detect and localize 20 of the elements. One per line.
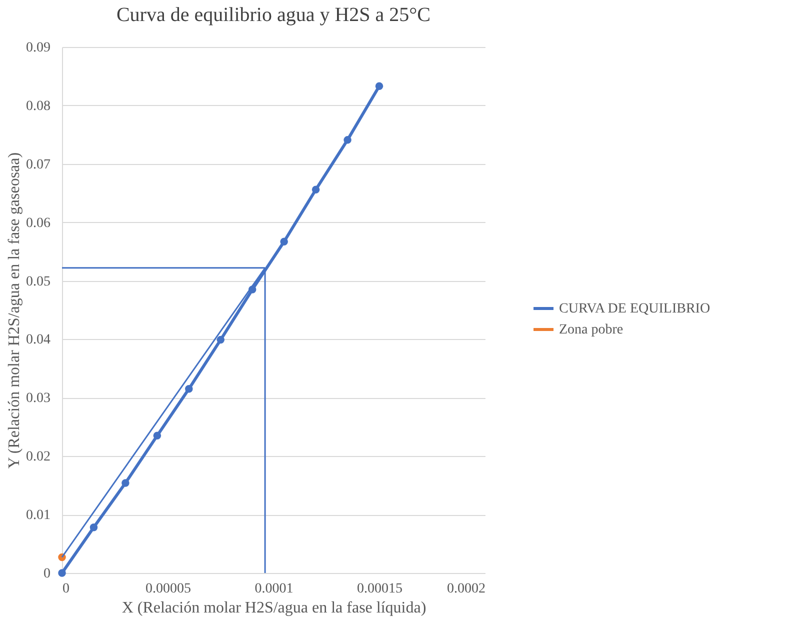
x-tick-label: 0.00015 xyxy=(357,582,402,596)
x-axis-title: X (Relación molar H2S/agua en la fase líquida) xyxy=(122,600,426,616)
y-tick-label: 0.04 xyxy=(26,332,50,348)
y-tick-label: 0.02 xyxy=(26,450,50,465)
x-tick-label: 0.0001 xyxy=(254,582,294,596)
y-tick-label: 0.08 xyxy=(26,98,50,114)
x-tick-label: 0 xyxy=(62,582,70,596)
y-tick-label: 0.06 xyxy=(26,216,50,231)
y-tick-label: 0.05 xyxy=(26,274,50,290)
legend-label: CURVA DE EQUILIBRIO xyxy=(559,302,710,316)
y-tick-label: 0.09 xyxy=(26,40,50,56)
y-axis-title: Y (Relación molar H2S/agua en la fase gaseosaa) xyxy=(6,152,23,469)
legend-label: Zona pobre xyxy=(559,322,624,338)
y-tick-label: 0.01 xyxy=(26,508,50,524)
y-tick-label: 0.07 xyxy=(26,157,50,172)
x-tick-label: 0.0002 xyxy=(447,582,486,596)
x-tick-label: 0.00005 xyxy=(146,582,191,596)
y-tick-label: 0.03 xyxy=(26,391,50,406)
chart-title: Curva de equilibrio agua y H2S a 25°C xyxy=(116,4,431,26)
y-tick-label: 0 xyxy=(44,566,50,582)
